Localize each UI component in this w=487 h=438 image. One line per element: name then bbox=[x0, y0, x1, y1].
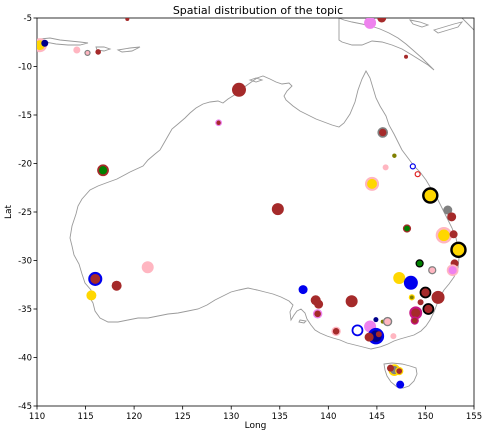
data-point bbox=[364, 332, 374, 342]
y-tick-label: -20 bbox=[18, 160, 32, 170]
data-point bbox=[404, 54, 409, 59]
tasmania-coastline bbox=[383, 362, 418, 389]
data-point bbox=[435, 227, 453, 244]
data-point bbox=[390, 333, 397, 340]
data-point bbox=[141, 261, 154, 274]
data-point bbox=[431, 290, 445, 304]
plot-frame bbox=[36, 17, 475, 407]
y-axis-label: Lat bbox=[4, 205, 14, 220]
data-point bbox=[377, 18, 387, 23]
y-axis-ticks: -5 -10 -15 -20 -25 -30 -35 -40 -45 bbox=[18, 14, 37, 412]
data-point bbox=[447, 212, 457, 222]
y-tick-label: -35 bbox=[18, 305, 32, 315]
y-tick-label: -10 bbox=[18, 63, 32, 73]
data-point bbox=[97, 164, 109, 177]
x-tick-label: 150 bbox=[417, 412, 433, 422]
data-point bbox=[312, 309, 323, 319]
x-tick-label: 155 bbox=[466, 412, 482, 422]
y-tick-label: -5 bbox=[24, 14, 32, 24]
data-point bbox=[364, 176, 380, 191]
data-point bbox=[386, 364, 394, 372]
data-point bbox=[408, 294, 415, 301]
data-point bbox=[396, 380, 405, 389]
data-point bbox=[125, 18, 130, 21]
island-coastline bbox=[298, 319, 307, 324]
x-tick-label: 110 bbox=[29, 412, 45, 422]
data-point bbox=[377, 127, 389, 138]
data-point bbox=[428, 266, 437, 275]
data-point bbox=[393, 271, 406, 284]
data-point bbox=[95, 49, 101, 55]
island-coastline bbox=[248, 77, 264, 83]
x-tick-label: 140 bbox=[320, 412, 336, 422]
data-point bbox=[84, 49, 91, 57]
data-point bbox=[351, 324, 364, 337]
data-point bbox=[271, 203, 284, 216]
coastline bbox=[38, 18, 474, 389]
x-axis-ticks: 110 115 120 125 130 135 140 145 150 155 bbox=[29, 406, 482, 422]
y-tick-label: -45 bbox=[18, 402, 32, 412]
island-coastline bbox=[461, 18, 474, 31]
data-point bbox=[314, 299, 324, 309]
y-tick-label: -25 bbox=[18, 208, 32, 218]
x-tick-label: 130 bbox=[223, 412, 239, 422]
x-axis-label: Long bbox=[245, 421, 267, 431]
data-point bbox=[415, 259, 424, 268]
island-coastline bbox=[433, 21, 464, 34]
data-point bbox=[331, 326, 341, 337]
data-point bbox=[417, 299, 424, 306]
data-point bbox=[382, 316, 393, 327]
island-coastline bbox=[408, 19, 430, 28]
data-point bbox=[449, 230, 458, 239]
x-tick-label: 135 bbox=[272, 412, 288, 422]
data-point bbox=[403, 275, 418, 290]
data-point bbox=[402, 224, 412, 233]
data-point bbox=[73, 46, 81, 54]
x-tick-label: 120 bbox=[126, 412, 142, 422]
data-point bbox=[443, 205, 453, 215]
y-tick-label: -15 bbox=[18, 111, 32, 121]
y-tick-label: -40 bbox=[18, 354, 32, 364]
data-point bbox=[414, 171, 421, 178]
data-point bbox=[422, 187, 439, 204]
chart-title: Spatial distribution of the topic bbox=[173, 4, 343, 17]
data-point bbox=[86, 290, 97, 301]
x-tick-label: 145 bbox=[369, 412, 385, 422]
data-point bbox=[111, 280, 122, 291]
data-point bbox=[298, 285, 308, 295]
data-point bbox=[373, 317, 379, 323]
data-point bbox=[410, 316, 419, 325]
data-point bbox=[215, 119, 222, 127]
data-point bbox=[419, 286, 432, 299]
data-point bbox=[409, 163, 416, 170]
island-coastline bbox=[116, 46, 141, 53]
island-coastline bbox=[38, 37, 89, 46]
data-point bbox=[364, 18, 377, 29]
data-point bbox=[395, 366, 404, 376]
data-point bbox=[375, 331, 382, 338]
data-point bbox=[450, 241, 467, 259]
data-point bbox=[422, 303, 435, 315]
data-points bbox=[37, 18, 467, 389]
y-tick-label: -30 bbox=[18, 257, 32, 267]
data-point bbox=[345, 295, 358, 308]
australia-coastline bbox=[69, 70, 460, 350]
data-point bbox=[41, 39, 49, 47]
data-point bbox=[231, 82, 246, 97]
x-tick-label: 125 bbox=[175, 412, 191, 422]
data-point bbox=[392, 153, 397, 158]
x-tick-label: 115 bbox=[77, 412, 93, 422]
data-point bbox=[88, 271, 103, 286]
data-point bbox=[446, 264, 459, 277]
data-point bbox=[382, 164, 389, 171]
